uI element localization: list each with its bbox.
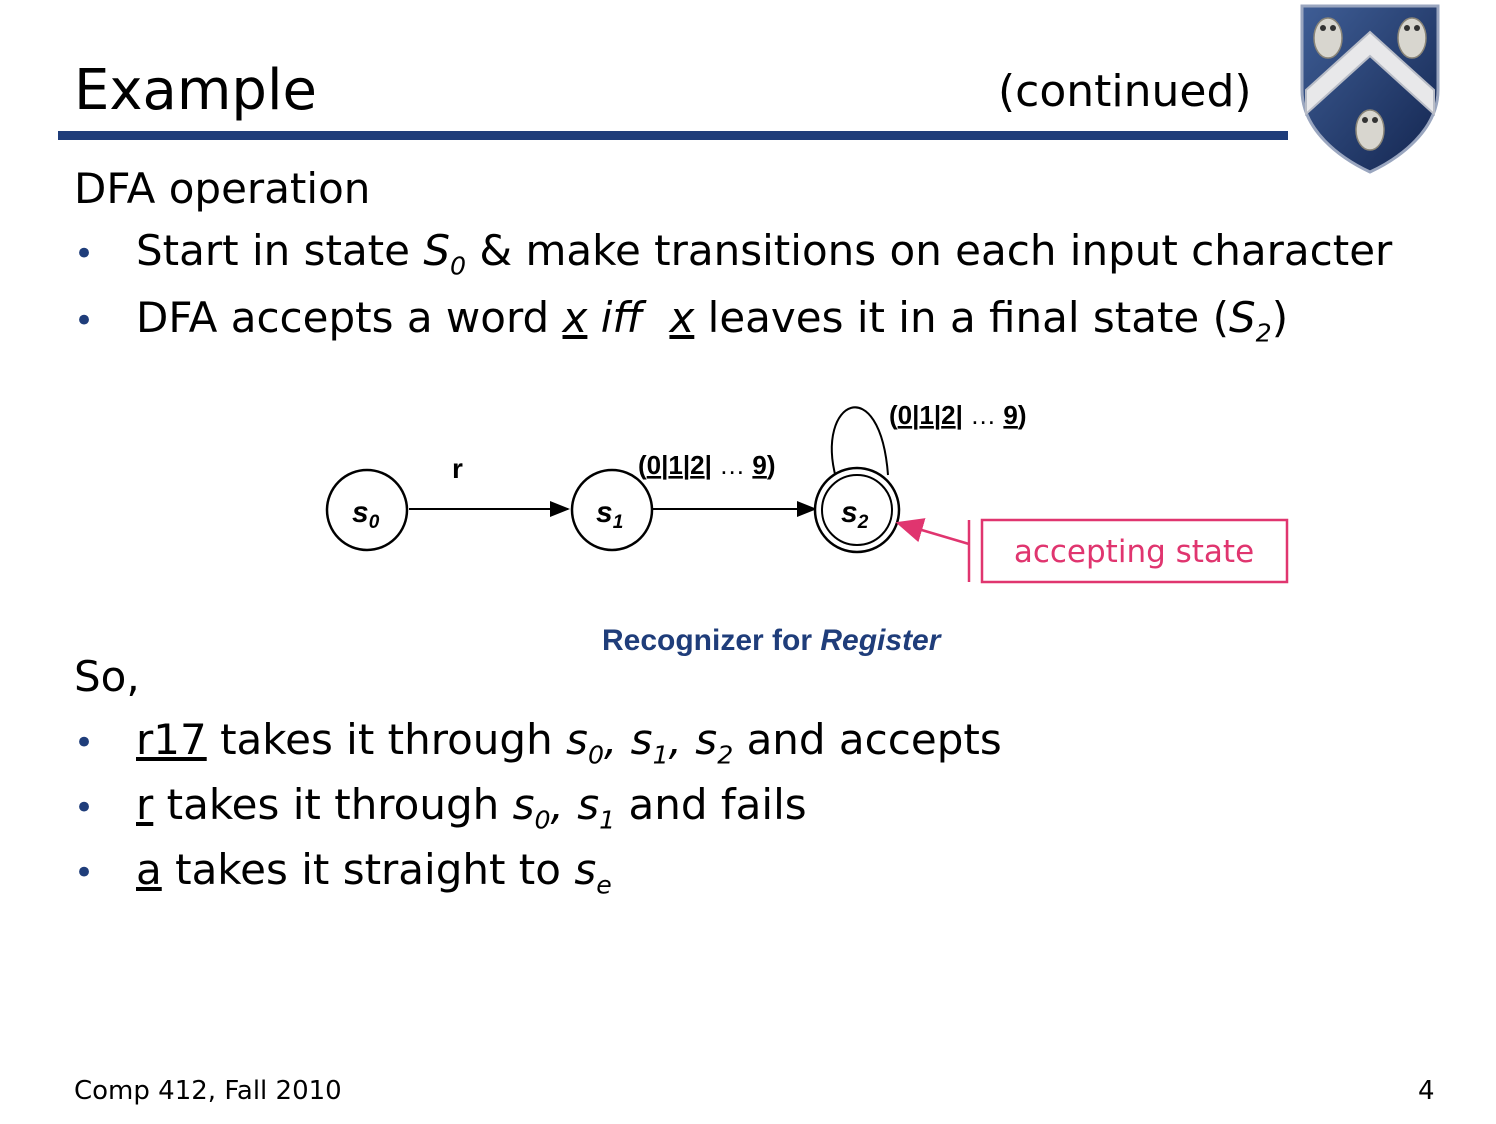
state-s2-outer: [813, 466, 901, 554]
dfa-diagram: s0 s1 s2 r (0|1|2| … 9) (0|1|2| … 9) acc…: [325, 400, 1289, 584]
bullet-a: • a takes it straight to se: [74, 845, 612, 900]
callout-box: [980, 518, 1289, 584]
callout-text: accepting state: [1014, 534, 1254, 570]
state-s2-inner: [821, 474, 893, 546]
bullet-dot: •: [74, 722, 95, 763]
owl-shield-icon: [1300, 4, 1440, 174]
footer-page-number: 4: [1418, 1076, 1435, 1106]
title-rule: [58, 131, 1288, 140]
state-s1: [570, 468, 654, 552]
bullet-r17: • r17 takes it through s0, s1, s2 and acc…: [74, 715, 1002, 770]
state-s1-label: s1: [596, 496, 623, 533]
loop-label-digits: (0|1|2| … 9): [889, 400, 1027, 430]
bullet-dot: •: [74, 300, 95, 341]
bullet-dot: •: [74, 852, 95, 893]
page-title: Example: [74, 58, 317, 123]
bullet-start-state: • Start in state S0 & make transitions on…: [74, 226, 1393, 281]
bullet-accepts-word: • DFA accepts a word x iff x leaves it in…: [74, 293, 1289, 348]
callout-arrow: [895, 518, 970, 546]
bullet-r: • r takes it through s0, s1 and fails: [74, 780, 807, 835]
state-s0-label: s0: [352, 496, 380, 533]
state-s0: [325, 468, 409, 552]
section-heading-so: So,: [74, 652, 140, 701]
bullet-dot: •: [74, 787, 95, 828]
section-heading-dfa-operation: DFA operation: [74, 164, 371, 213]
state-s2-label: s2: [841, 496, 869, 533]
edge-label-r: r: [452, 453, 463, 484]
edge-label-digits: (0|1|2| … 9): [638, 450, 776, 480]
page-subtitle: (continued): [998, 66, 1252, 117]
bullet-dot: •: [74, 233, 95, 274]
edge-s2-loop: [830, 406, 889, 498]
diagram-caption: Recognizer for Register: [602, 624, 941, 657]
footer-course: Comp 412, Fall 2010: [74, 1076, 342, 1106]
